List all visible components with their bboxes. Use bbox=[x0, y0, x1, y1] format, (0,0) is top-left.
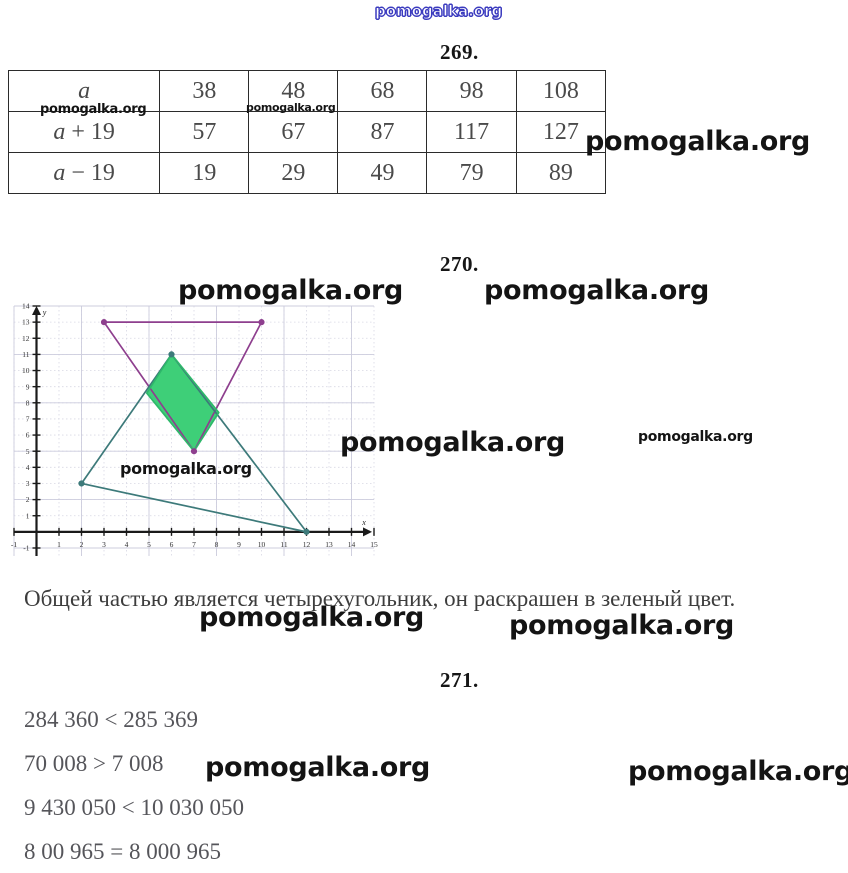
svg-text:9: 9 bbox=[26, 382, 30, 391]
comparison-line: 70 008 > 7 008 bbox=[24, 751, 164, 776]
coordinate-plane-chart: -1 1 2 3 4 5 6 7 8 9 10 11 12 13 14 15 -1 1 2 3 4 5 6 7 8 9 10 11 12… bbox=[8, 296, 382, 560]
row-label-a: a bbox=[7, 70, 161, 112]
row-label-a-minus-19: a − 19 bbox=[7, 152, 161, 194]
svg-text:9: 9 bbox=[237, 540, 241, 549]
svg-text:4: 4 bbox=[125, 540, 129, 549]
section-number-271: 271. bbox=[440, 668, 479, 692]
svg-text:3: 3 bbox=[102, 540, 106, 549]
table-cell: 67 bbox=[248, 111, 339, 153]
comparison-line: 284 360 < 285 369 bbox=[24, 707, 198, 732]
table-cell: 48 bbox=[248, 70, 339, 112]
row-operator: − 19 bbox=[71, 159, 115, 186]
svg-text:1: 1 bbox=[26, 511, 30, 520]
svg-text:x: x bbox=[361, 518, 366, 527]
svg-text:10: 10 bbox=[258, 540, 266, 549]
svg-text:5: 5 bbox=[26, 447, 30, 456]
svg-text:y: y bbox=[42, 308, 47, 317]
table-row: a + 19 57 67 87 117 127 bbox=[7, 111, 607, 153]
svg-text:8: 8 bbox=[215, 540, 219, 549]
svg-text:14: 14 bbox=[22, 302, 30, 311]
answer-text-270: Общей частью является четырехугольник, о… bbox=[24, 586, 736, 611]
svg-text:3: 3 bbox=[26, 479, 30, 488]
svg-text:10: 10 bbox=[22, 366, 30, 375]
table-row: a − 19 19 29 49 79 89 bbox=[7, 152, 607, 194]
comparison-line: 8 00 965 = 8 000 965 bbox=[24, 839, 221, 864]
table-cell: 38 bbox=[159, 70, 250, 112]
watermark-top-outline: pomogalka.org bbox=[374, 2, 503, 21]
table-cell: 79 bbox=[426, 152, 517, 194]
svg-text:12: 12 bbox=[303, 540, 311, 549]
table-cell: 68 bbox=[337, 70, 428, 112]
chart-svg: -1 1 2 3 4 5 6 7 8 9 10 11 12 13 14 15-1123456789101112… bbox=[8, 296, 382, 560]
watermark: pomogalka.org bbox=[638, 429, 753, 445]
svg-text:-1: -1 bbox=[11, 540, 17, 549]
watermark: pomogalka.org bbox=[484, 275, 710, 306]
svg-text:11: 11 bbox=[22, 350, 29, 359]
svg-text:14: 14 bbox=[348, 540, 356, 549]
table-cell: 87 bbox=[337, 111, 428, 153]
comparison-line: 9 430 050 < 10 030 050 bbox=[24, 795, 244, 820]
table-cell: 29 bbox=[248, 152, 339, 194]
table-cell: 127 bbox=[515, 111, 607, 153]
svg-text:4: 4 bbox=[26, 463, 30, 472]
table-row: a 38 48 68 98 108 bbox=[7, 70, 607, 112]
table-cell: 117 bbox=[426, 111, 517, 153]
svg-text:6: 6 bbox=[170, 540, 174, 549]
svg-text:2: 2 bbox=[80, 540, 84, 549]
svg-text:1: 1 bbox=[57, 540, 61, 549]
table-cell: 108 bbox=[515, 70, 607, 112]
svg-text:13: 13 bbox=[22, 318, 30, 327]
svg-text:15: 15 bbox=[370, 540, 378, 549]
row-operator: + 19 bbox=[71, 118, 115, 145]
section-number-270: 270. bbox=[440, 252, 479, 276]
svg-text:6: 6 bbox=[26, 431, 30, 440]
row-label-a-plus-19: a + 19 bbox=[7, 111, 161, 153]
svg-text:5: 5 bbox=[147, 540, 151, 549]
svg-text:7: 7 bbox=[26, 415, 30, 424]
table-cell: 49 bbox=[337, 152, 428, 194]
table-cell: 89 bbox=[515, 152, 607, 194]
watermark: pomogalka.org bbox=[205, 752, 431, 783]
table-cell: 98 bbox=[426, 70, 517, 112]
watermark: pomogalka.org bbox=[628, 756, 848, 787]
svg-text:8: 8 bbox=[26, 398, 30, 407]
svg-text:11: 11 bbox=[280, 540, 287, 549]
svg-text:2: 2 bbox=[26, 495, 30, 504]
svg-text:12: 12 bbox=[22, 334, 30, 343]
svg-text:-1: -1 bbox=[23, 544, 29, 553]
svg-text:13: 13 bbox=[325, 540, 333, 549]
table-269: a 38 48 68 98 108 a + 19 57 67 87 117 12… bbox=[7, 70, 607, 194]
table-cell: 57 bbox=[159, 111, 250, 153]
watermark: pomogalka.org bbox=[585, 126, 811, 157]
section-number-269: 269. bbox=[440, 40, 479, 64]
svg-text:7: 7 bbox=[192, 540, 196, 549]
table-cell: 19 bbox=[159, 152, 250, 194]
